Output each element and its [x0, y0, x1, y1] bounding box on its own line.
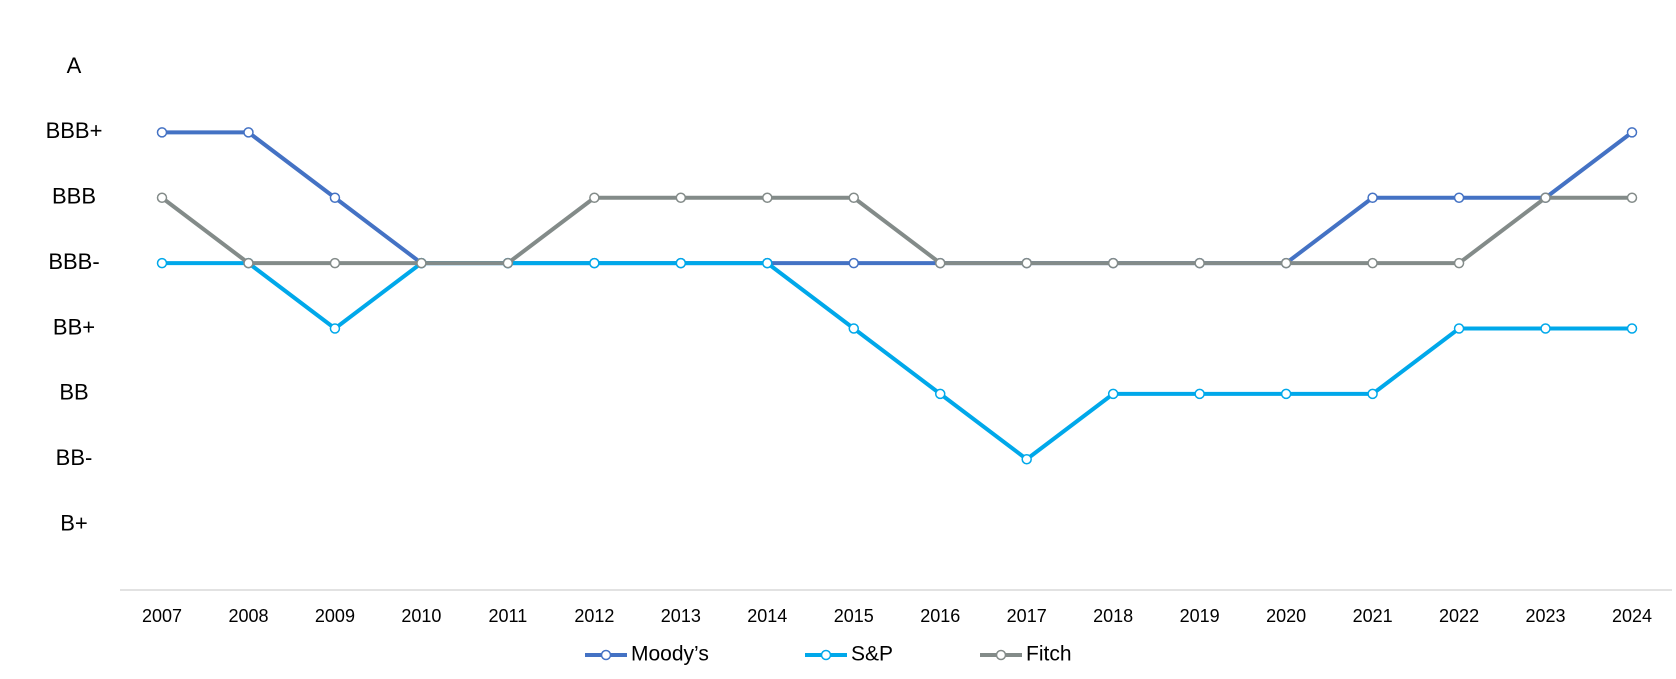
point-marker [1107, 257, 1119, 269]
x-tick-label: 2014 [747, 606, 787, 626]
y-tick-label: BBB- [48, 249, 99, 274]
legend-label: Fitch [1026, 643, 1072, 666]
x-tick-label: 2017 [1007, 606, 1047, 626]
point-marker [1626, 323, 1638, 334]
y-tick-label: BB+ [53, 314, 95, 339]
y-tick-label: BBB [52, 184, 96, 209]
point-marker [589, 257, 600, 269]
x-tick-label: 2019 [1180, 606, 1220, 626]
series-line [160, 195, 1632, 266]
point-marker [1540, 192, 1551, 203]
legend-label: Moody’s [631, 643, 709, 666]
point-marker [1367, 388, 1378, 400]
point-marker [329, 257, 341, 269]
x-tick-label: 2013 [661, 606, 701, 626]
point-marker [329, 192, 341, 203]
point-marker [934, 257, 946, 269]
point-marker [848, 257, 860, 269]
point-marker [1626, 127, 1638, 138]
x-tick-label: 2018 [1093, 606, 1133, 626]
point-marker [243, 257, 254, 269]
legend-label: S&P [851, 643, 893, 666]
point-marker [934, 388, 946, 400]
x-tick-label: 2020 [1266, 606, 1306, 626]
point-marker [675, 257, 687, 269]
legend-marker [820, 649, 832, 661]
y-tick-label: B+ [60, 510, 88, 535]
point-marker [1194, 388, 1205, 400]
point-marker [1367, 192, 1378, 203]
y-tick-label: A [67, 53, 82, 78]
x-tick-label: 2010 [401, 606, 441, 626]
point-marker [1453, 257, 1465, 269]
point-marker [589, 192, 600, 203]
y-tick-label: BB [59, 380, 88, 405]
x-tick-label: 2009 [315, 606, 355, 626]
x-tick-label: 2022 [1439, 606, 1479, 626]
x-tick-label: 2021 [1353, 606, 1393, 626]
point-marker [848, 323, 860, 334]
point-marker [1280, 257, 1292, 269]
x-tick-label: 2016 [920, 606, 960, 626]
series-line [162, 130, 1634, 266]
point-marker [762, 257, 773, 269]
y-tick-label: BB- [56, 445, 93, 470]
point-marker [675, 192, 687, 203]
point-marker [1021, 454, 1032, 465]
x-tick-label: 2015 [834, 606, 874, 626]
x-tick-label: 2024 [1612, 606, 1652, 626]
point-marker [329, 323, 341, 334]
point-marker [1107, 388, 1119, 400]
point-marker [1453, 323, 1465, 334]
point-marker [1540, 323, 1551, 334]
x-tick-label: 2023 [1526, 606, 1566, 626]
point-marker [1626, 192, 1638, 203]
point-marker [243, 127, 254, 138]
series-line [162, 261, 1632, 462]
point-marker [156, 127, 168, 138]
point-marker [1280, 388, 1292, 400]
legend-marker [995, 649, 1007, 661]
legend-marker [600, 649, 612, 661]
point-marker [762, 192, 773, 203]
point-marker [1021, 257, 1032, 269]
point-marker [1453, 192, 1465, 203]
point-marker [1194, 257, 1205, 269]
point-marker [848, 192, 860, 203]
x-tick-label: 2011 [489, 606, 528, 626]
x-tick-label: 2012 [574, 606, 614, 626]
x-tick-label: 2008 [228, 606, 268, 626]
y-tick-label: BBB+ [46, 118, 103, 143]
point-marker [502, 257, 514, 269]
point-marker [156, 257, 168, 269]
point-marker [156, 192, 168, 203]
point-marker [416, 257, 427, 269]
point-marker [1367, 257, 1378, 269]
x-tick-label: 2007 [142, 606, 182, 626]
